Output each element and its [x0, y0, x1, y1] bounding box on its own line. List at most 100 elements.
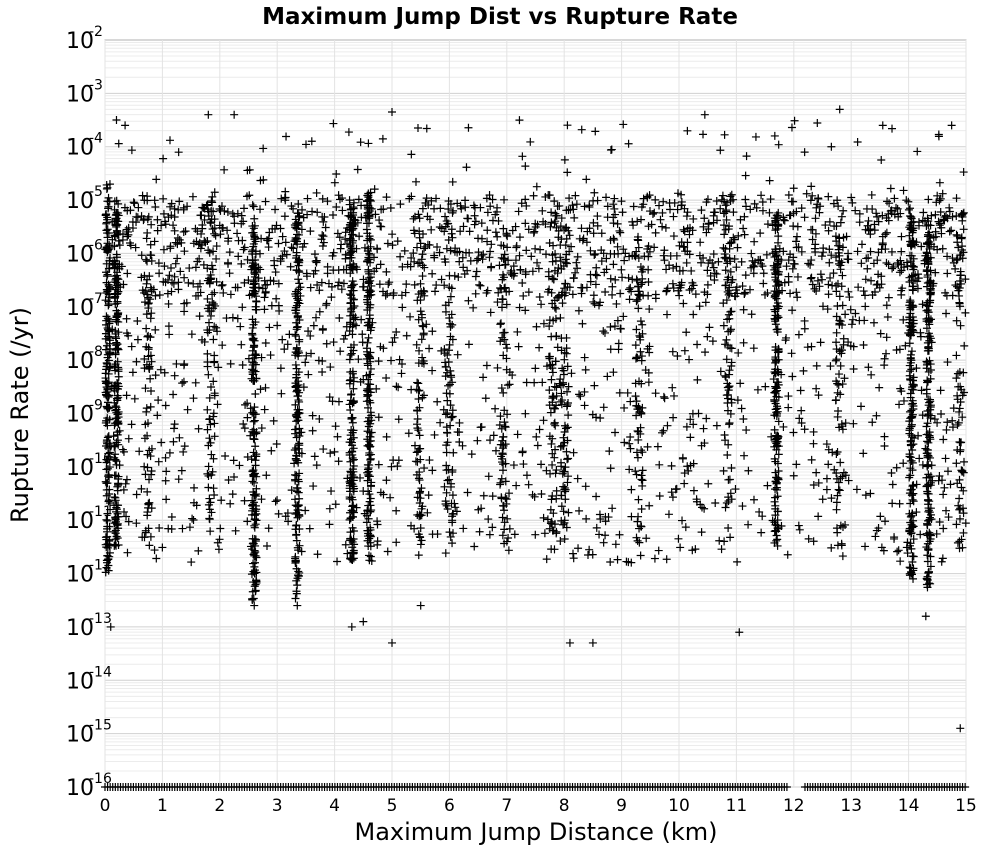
data-point	[521, 162, 530, 171]
data-point	[105, 243, 114, 252]
data-point	[924, 544, 933, 553]
data-points	[101, 105, 970, 791]
data-point	[599, 327, 608, 336]
data-point	[413, 296, 422, 305]
data-point	[412, 340, 421, 349]
data-point	[345, 290, 354, 299]
data-point	[631, 379, 640, 388]
data-point	[909, 262, 918, 271]
data-point	[488, 492, 497, 501]
data-point	[366, 242, 375, 251]
data-point	[844, 476, 853, 485]
data-point	[410, 229, 419, 238]
data-point	[551, 421, 560, 430]
data-point	[266, 351, 275, 360]
data-point	[295, 512, 304, 521]
data-point	[150, 237, 159, 246]
data-point	[818, 495, 827, 504]
data-point	[907, 356, 916, 365]
data-point	[257, 424, 266, 433]
data-point	[111, 350, 120, 359]
data-point	[363, 298, 372, 307]
data-point	[551, 209, 560, 218]
data-point	[521, 409, 530, 418]
data-point	[741, 195, 750, 204]
data-point	[179, 227, 188, 236]
data-point	[906, 564, 915, 573]
data-point	[727, 495, 736, 504]
data-point	[250, 221, 259, 230]
data-point	[124, 331, 133, 340]
data-point	[916, 530, 925, 539]
data-point	[292, 318, 301, 327]
data-point	[615, 530, 624, 539]
data-point	[143, 196, 152, 205]
data-point	[924, 260, 933, 269]
data-point	[294, 505, 303, 514]
data-point	[310, 250, 319, 259]
data-point	[552, 494, 561, 503]
data-point	[394, 383, 403, 392]
data-point	[948, 254, 957, 263]
data-point	[130, 199, 139, 208]
data-point	[425, 215, 434, 224]
data-point	[872, 280, 881, 289]
data-point	[882, 214, 891, 223]
data-point	[365, 232, 374, 241]
data-point	[615, 388, 624, 397]
data-point	[441, 307, 450, 316]
data-point	[814, 391, 823, 400]
data-point	[180, 247, 189, 256]
data-point	[568, 201, 577, 210]
data-point	[430, 253, 439, 262]
data-point	[812, 286, 821, 295]
data-point	[952, 194, 961, 203]
data-point	[249, 280, 258, 289]
data-point	[192, 237, 201, 246]
data-point	[638, 329, 647, 338]
data-point	[413, 243, 422, 252]
data-point	[539, 416, 548, 425]
data-point	[557, 235, 566, 244]
data-point	[602, 265, 611, 274]
data-point	[716, 146, 725, 155]
data-point	[563, 121, 572, 130]
data-point	[346, 487, 355, 496]
data-point	[834, 248, 843, 257]
data-point	[448, 516, 457, 525]
data-point	[104, 297, 113, 306]
data-point	[560, 421, 569, 430]
data-point	[394, 415, 403, 424]
data-point	[410, 280, 419, 289]
data-point	[188, 514, 197, 523]
data-point	[832, 328, 841, 337]
data-point	[143, 463, 152, 472]
data-point	[895, 400, 904, 409]
data-point	[180, 442, 189, 451]
data-point	[613, 219, 622, 228]
data-point	[364, 219, 373, 228]
data-point	[774, 208, 783, 217]
data-point	[660, 256, 669, 265]
data-point	[312, 461, 321, 470]
data-point	[800, 213, 809, 222]
data-point	[295, 256, 304, 265]
data-point	[924, 460, 933, 469]
data-point	[146, 283, 155, 292]
data-point	[749, 262, 758, 271]
data-point	[561, 279, 570, 288]
data-point	[295, 469, 304, 478]
data-point	[179, 447, 188, 456]
data-point	[734, 231, 743, 240]
data-point	[515, 233, 524, 242]
data-point	[905, 330, 914, 339]
data-point	[501, 260, 510, 269]
data-point	[561, 255, 570, 264]
data-point	[404, 429, 413, 438]
data-point	[190, 483, 199, 492]
data-point	[835, 370, 844, 379]
data-point	[709, 250, 718, 259]
data-point	[142, 234, 151, 243]
data-point	[683, 462, 692, 471]
data-point	[500, 250, 509, 259]
